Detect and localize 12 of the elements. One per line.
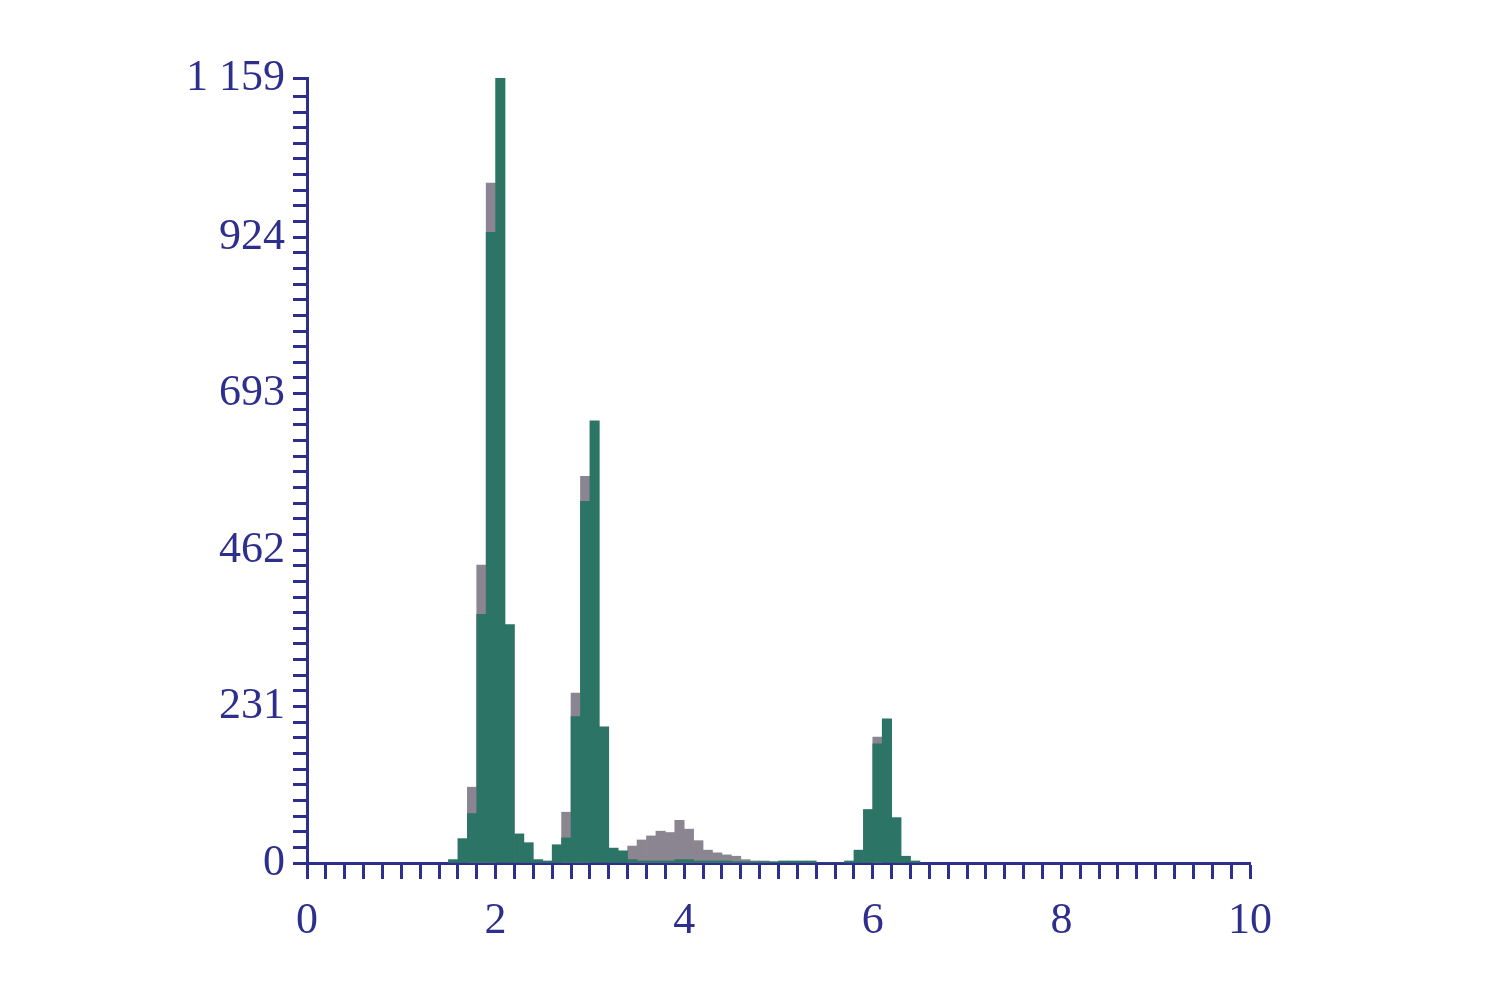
- x-tick-label: 8: [1050, 893, 1073, 943]
- y-tick-label: 462: [219, 522, 285, 572]
- y-tick-label: 693: [219, 366, 285, 416]
- x-tick-label: 10: [1228, 893, 1272, 943]
- y-tick-label: 1 159: [186, 50, 285, 100]
- x-tick-label: 2: [484, 893, 507, 943]
- y-tick-label: 0: [263, 835, 285, 885]
- x-tick-label: 4: [673, 893, 696, 943]
- x-tick-label: 6: [861, 893, 884, 943]
- x-tick-label: 0: [296, 893, 318, 943]
- y-tick-label: 231: [219, 679, 285, 729]
- y-tick-label: 924: [219, 209, 285, 259]
